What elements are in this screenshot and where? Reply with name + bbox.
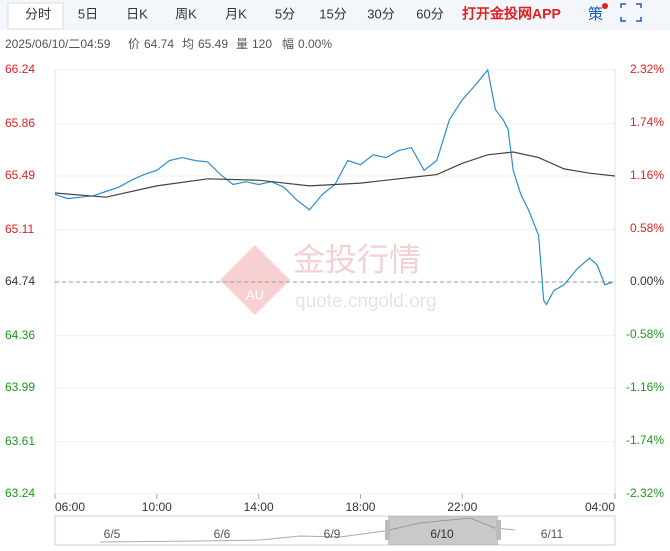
app-promo[interactable]: 打开金投网APP <box>462 6 561 22</box>
watermark-name: 金投行情 <box>293 241 421 277</box>
navigator-label: 6/11 <box>541 527 564 541</box>
x-tick-label: 06:00 <box>55 500 85 514</box>
navigator-label: 6/9 <box>324 527 341 541</box>
navigator-window[interactable] <box>388 516 498 545</box>
tab[interactable]: 15分 <box>319 6 346 21</box>
y2-tick-label: 1.74% <box>630 115 664 129</box>
info-label: 量 <box>236 37 248 51</box>
y-tick-label: 64.74 <box>5 274 35 288</box>
x-tick-label: 04:00 <box>585 500 615 514</box>
x-tick-label: 10:00 <box>142 500 172 514</box>
y-tick-label: 65.86 <box>5 116 35 130</box>
info-label: 幅 <box>282 36 294 51</box>
y2-tick-label: 0.58% <box>630 221 664 235</box>
y2-tick-label: 2.32% <box>630 62 664 76</box>
y-tick-label: 64.36 <box>5 328 35 342</box>
navigator-label: 6/10 <box>430 527 454 541</box>
watermark: AU 金投行情 quote.cngold.org <box>220 241 437 315</box>
price-line <box>54 68 613 306</box>
y-tick-label: 65.11 <box>5 222 34 236</box>
tab[interactable]: 30分 <box>367 6 394 21</box>
tab[interactable]: 5分 <box>275 6 295 21</box>
active-tab <box>7 2 64 30</box>
y2-tick-label: -0.58% <box>626 327 664 341</box>
average-line <box>54 151 616 198</box>
fullscreen-icon[interactable] <box>620 3 642 22</box>
strategy-button[interactable]: 策 <box>588 6 603 23</box>
y-tick-label: 63.24 <box>5 486 35 500</box>
navigator-label: 6/5 <box>104 527 121 541</box>
navigator[interactable] <box>54 515 616 546</box>
x-tick-label: 18:00 <box>345 500 375 514</box>
tab[interactable]: 月K <box>225 6 247 21</box>
y2-tick-label: -2.32% <box>626 486 664 500</box>
x-tick-label: 22:00 <box>447 500 477 514</box>
info-label: 均 <box>182 37 194 51</box>
y2-tick-label: 1.16% <box>630 168 664 182</box>
tab[interactable]: 日K <box>126 6 148 21</box>
y-tick-label: 63.99 <box>5 380 35 394</box>
tab[interactable]: 分时 <box>25 6 51 21</box>
y-tick-label: 66.24 <box>5 62 35 76</box>
x-tick-label: 14:00 <box>244 500 274 514</box>
y2-tick-label: -1.74% <box>626 433 664 447</box>
info-value: 65.49 <box>198 37 228 51</box>
y2-tick-label: 0.00% <box>630 274 664 288</box>
toolbar <box>0 0 670 30</box>
y2-tick-label: -1.16% <box>626 380 664 394</box>
navigator-line <box>99 517 516 543</box>
tab[interactable]: 60分 <box>416 6 443 21</box>
info-value: 120 <box>252 37 272 51</box>
watermark-logo-text: AU <box>246 287 264 302</box>
watermark-url: quote.cngold.org <box>295 291 437 312</box>
y-tick-label: 65.49 <box>5 168 35 182</box>
navigator-label: 6/6 <box>214 527 231 541</box>
navigator-handle[interactable] <box>385 520 390 540</box>
y-tick-label: 63.61 <box>5 434 35 448</box>
tab[interactable]: 5日 <box>78 6 98 21</box>
notify-dot <box>602 3 608 9</box>
info-datetime: 2025/06/10/二04:59 <box>5 37 111 51</box>
tab[interactable]: 周K <box>175 6 197 21</box>
navigator-handle[interactable] <box>496 520 501 540</box>
info-label: 价 <box>128 37 140 51</box>
info-value: 0.00% <box>298 37 332 51</box>
info-value: 64.74 <box>144 37 174 51</box>
watermark-logo <box>220 245 290 315</box>
